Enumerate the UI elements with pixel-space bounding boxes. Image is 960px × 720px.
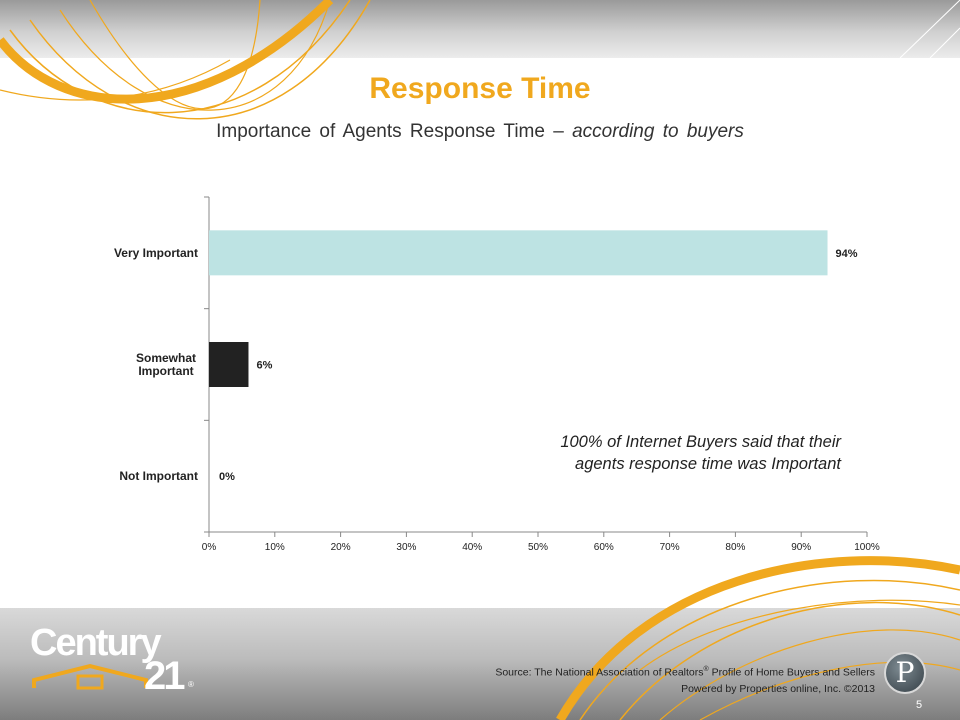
logo-registered-mark: ®	[188, 680, 194, 689]
source-line-1: Source: The National Association of Real…	[495, 662, 875, 681]
x-tick-label: 10%	[265, 542, 285, 553]
callout-text: 100% of Internet Buyers said that their …	[470, 431, 841, 475]
x-tick-label: 0%	[202, 542, 217, 553]
bar-data-label: 6%	[256, 360, 272, 372]
bar	[209, 230, 828, 276]
page-number: 5	[916, 699, 923, 711]
slide-title: Response Time	[369, 72, 591, 105]
logo-number: 21	[144, 654, 185, 698]
source-citation: Source: The National Association of Real…	[495, 662, 875, 697]
slide-subtitle: Importance of Agents Response Time – acc…	[0, 121, 960, 143]
source-line-2: Powered by Properties online, Inc. ©2013	[681, 682, 875, 695]
x-tick-label: 100%	[854, 542, 880, 553]
x-tick-label: 90%	[791, 542, 811, 553]
properties-online-badge-icon: P	[884, 652, 926, 694]
x-tick-label: 50%	[528, 542, 548, 553]
subtitle-main: Importance of Agents Response Time –	[216, 121, 573, 142]
callout-line-1: 100% of Internet Buyers said that their	[560, 433, 841, 451]
source-prefix: Source: The National Association of Real…	[495, 666, 704, 679]
subtitle-italic: according to buyers	[572, 121, 744, 142]
category-label: Very Important	[114, 246, 198, 260]
x-tick-label: 60%	[594, 542, 614, 553]
logo-house-icon	[32, 663, 148, 690]
x-tick-label: 20%	[331, 542, 351, 553]
source-suffix: Profile of Home Buyers and Sellers	[708, 666, 875, 679]
category-label: Not Important	[119, 469, 198, 483]
footer-swoosh-decoration	[556, 556, 960, 720]
x-tick-label: 40%	[462, 542, 482, 553]
category-label: Somewhat	[136, 351, 196, 365]
bar	[209, 342, 249, 387]
footer-band	[0, 608, 960, 720]
category-label: Important	[138, 364, 193, 378]
callout-line-2: agents response time was Important	[575, 455, 841, 473]
header-band	[0, 0, 960, 58]
x-tick-label: 70%	[660, 542, 680, 553]
bar-data-label: 94%	[836, 248, 858, 260]
x-tick-label: 30%	[396, 542, 416, 553]
response-time-bar-chart: 0% 10% 20% 30% 40% 50% 60% 70% 80% 90% 100% 94% Very…	[114, 196, 880, 553]
logo-wordmark: Century	[30, 622, 162, 664]
source-registered-mark: ®	[703, 666, 709, 673]
x-tick-label: 80%	[725, 542, 745, 553]
bar-data-label: 0%	[219, 471, 235, 483]
century21-logo: Century 21 ®	[30, 622, 200, 698]
header-swoosh-decoration	[0, 0, 960, 120]
